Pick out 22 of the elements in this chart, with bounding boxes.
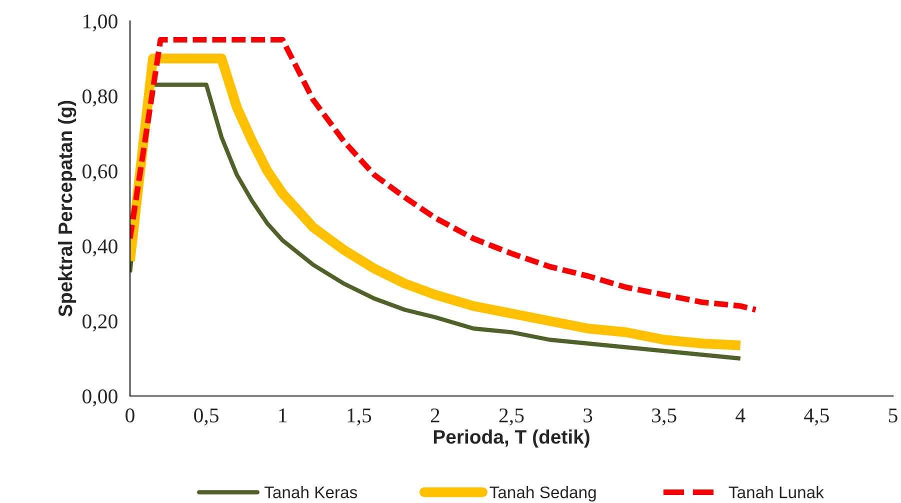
x-axis-title: Perioda, T (detik) xyxy=(434,429,590,448)
y-tick-label: 0,00 xyxy=(82,389,118,406)
x-tick-label: 4,5 xyxy=(804,408,829,426)
x-tick-label: 3,5 xyxy=(652,408,676,426)
y-tick-label: 0,80 xyxy=(82,89,118,106)
y-axis-title: Spektral Percepatan (g) xyxy=(58,100,76,317)
legend-label: Tanah Sedang xyxy=(490,486,596,502)
x-tick-label: 5 xyxy=(889,408,898,422)
x-tick-label: 1 xyxy=(279,408,287,422)
x-tick-label: 2,5 xyxy=(499,408,524,426)
x-tick-label: 0 xyxy=(126,408,134,422)
legend-label: Tanah Keras xyxy=(264,486,358,498)
x-tick-label: 1,5 xyxy=(348,408,372,426)
x-tick-label: 2 xyxy=(430,408,440,422)
y-tick-label: 0,40 xyxy=(82,239,118,256)
x-tick-label: 3 xyxy=(584,408,592,422)
y-tick-label: 0,60 xyxy=(82,164,118,182)
y-tick-label: 1,00 xyxy=(84,14,118,32)
y-tick-label: 0,20 xyxy=(82,314,118,332)
legend-label: Tanah Lunak xyxy=(728,486,824,498)
x-tick-label: 0,5 xyxy=(194,408,219,426)
x-tick-label: 4 xyxy=(736,408,746,422)
